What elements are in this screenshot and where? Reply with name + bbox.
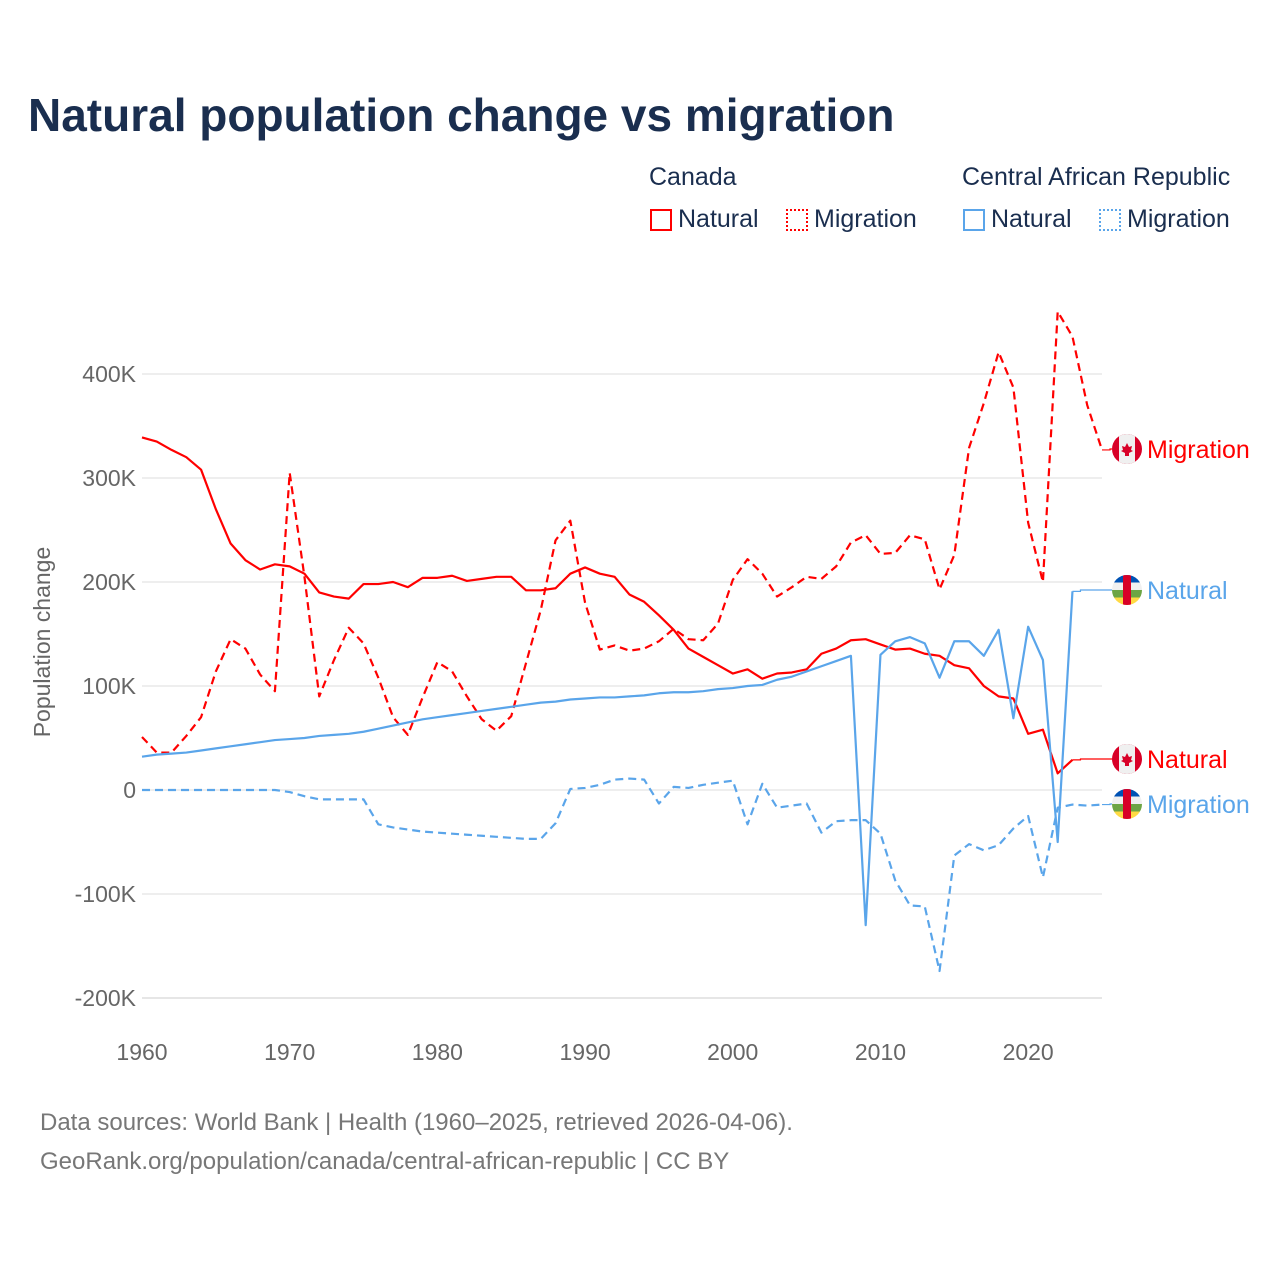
legend-group-car: Central African Republic xyxy=(962,163,1231,191)
footer-link[interactable]: GeoRank.org/population/canada/central-af… xyxy=(40,1148,730,1175)
label-connector xyxy=(1102,448,1112,451)
flag-vertical-band xyxy=(1123,575,1131,605)
x-tick-label: 1980 xyxy=(412,1039,463,1065)
series-end-label: Migration xyxy=(1147,791,1250,819)
flag-body xyxy=(1112,789,1142,819)
series-line-central-african-republic-natural xyxy=(141,591,1074,927)
canada-flag-icon xyxy=(1112,744,1142,774)
x-tick-label: 1960 xyxy=(116,1039,167,1065)
flag-body xyxy=(1112,744,1142,774)
car-flag-icon xyxy=(1112,789,1142,819)
maple-leaf xyxy=(1121,753,1133,766)
legend-swatch-dotted xyxy=(786,208,808,231)
chart-title: Natural population change vs migration xyxy=(28,89,895,141)
y-tick-label: 0 xyxy=(123,777,136,803)
flag-body xyxy=(1112,434,1142,464)
x-tick-label: 1990 xyxy=(559,1039,610,1065)
legend-swatch-solid xyxy=(650,208,672,231)
legend-canada-natural[interactable]: Natural xyxy=(650,205,759,234)
legend-label: Migration xyxy=(1127,205,1230,233)
line-chart: -200K -100K 0 100K 200K 300K 400K 1960 1970 1980 1… xyxy=(29,310,1250,1065)
flag-body xyxy=(1112,575,1142,605)
flag-vertical-band xyxy=(1123,789,1131,819)
x-tick-label: 2000 xyxy=(707,1039,758,1065)
legend-canada-migration[interactable]: Migration xyxy=(786,205,917,234)
y-tick-label: 400K xyxy=(82,361,136,387)
y-tick-label: 200K xyxy=(82,569,136,595)
legend-group-canada: Canada xyxy=(649,163,737,191)
legend-car-natural[interactable]: Natural xyxy=(963,205,1072,234)
y-tick-label: -200K xyxy=(75,985,137,1011)
maple-leaf xyxy=(1121,443,1133,456)
series-line-canada-migration xyxy=(141,310,1104,754)
x-tick-label: 1970 xyxy=(264,1039,315,1065)
canada-flag-icon xyxy=(1112,434,1142,464)
series-end-label: Natural xyxy=(1147,746,1228,774)
series-line-canada-natural xyxy=(141,436,1074,775)
label-connector xyxy=(1102,803,1112,806)
label-connector xyxy=(1072,758,1112,761)
x-tick-label: 2010 xyxy=(855,1039,906,1065)
series-end-label: Natural xyxy=(1147,577,1228,605)
legend-label: Natural xyxy=(678,205,759,233)
y-tick-label: -100K xyxy=(75,881,137,907)
y-axis-label: Population change xyxy=(29,547,55,738)
footer-sources: Data sources: World Bank | Health (1960–… xyxy=(40,1109,793,1136)
legend-swatch-solid xyxy=(963,208,985,231)
legend-label: Natural xyxy=(991,205,1072,233)
series-end-label: Migration xyxy=(1147,436,1250,464)
y-tick-label: 300K xyxy=(82,465,136,491)
label-connector xyxy=(1072,589,1112,592)
legend-label: Migration xyxy=(814,205,917,233)
car-flag-icon xyxy=(1112,575,1142,605)
x-tick-label: 2020 xyxy=(1003,1039,1054,1065)
legend-car-migration[interactable]: Migration xyxy=(1099,205,1230,234)
y-tick-label: 100K xyxy=(82,673,136,699)
legend-swatch-dotted xyxy=(1099,208,1121,231)
series-line-central-african-republic-migration xyxy=(142,777,1103,973)
